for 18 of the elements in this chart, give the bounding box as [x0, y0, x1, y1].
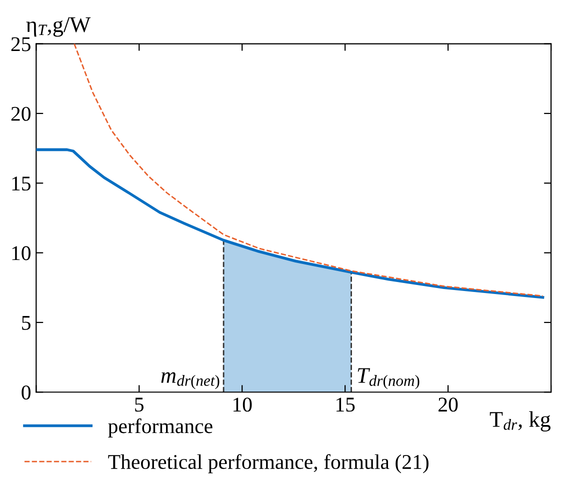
legend-label: Theoretical performance, formula (21) — [108, 454, 428, 474]
line-series — [74, 44, 544, 297]
line-series — [36, 148, 544, 299]
y-tick-label: 15 — [12, 176, 30, 191]
y-axis-title: η$_{T}$,g/W — [26, 17, 91, 37]
legend-label: performance — [108, 418, 212, 438]
x-axis-title: T$_{dr}$, kg — [490, 411, 550, 432]
x-tick-label: 15 — [336, 398, 355, 412]
x-tick-label: 20 — [438, 398, 458, 412]
ref-line-label: T$_{dr(nom)}$ — [358, 368, 420, 390]
y-tick-label: 5 — [22, 316, 30, 330]
ref-line-label: m$_{dr(net)}$ — [161, 372, 220, 390]
y-tick-label: 10 — [12, 246, 31, 260]
y-tick-label: 0 — [22, 386, 31, 400]
y-tick-label: 20 — [11, 106, 31, 121]
x-tick-label: 10 — [234, 398, 252, 412]
x-tick-label: 5 — [135, 398, 144, 412]
y-tick-label: 25 — [11, 37, 30, 52]
